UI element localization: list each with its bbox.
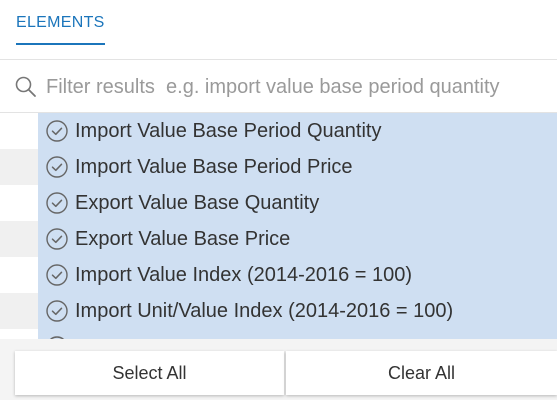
- row-gutter: [0, 257, 38, 293]
- search-icon: [15, 76, 36, 97]
- list-item: Import Value Base Period Quantity: [0, 113, 557, 149]
- check-circle-icon: [46, 228, 68, 250]
- list-item: Export Value Base Quantity: [0, 185, 557, 221]
- footer-actions: Select All Clear All: [0, 339, 557, 400]
- list-item-label: Import Value Index (2014-2016 = 100): [75, 264, 413, 286]
- list-item-selectable[interactable]: Import Value Base Period Price: [38, 149, 557, 185]
- check-circle-icon: [46, 192, 68, 214]
- list-item-selectable[interactable]: Export Value Base Quantity: [38, 185, 557, 221]
- list-item-label: Export Value Base Price: [75, 228, 291, 250]
- select-all-button[interactable]: Select All: [15, 351, 284, 395]
- check-circle-icon: [46, 264, 68, 286]
- tab-bar: ELEMENTS: [0, 0, 557, 60]
- list-item-label: Export Value Base Quantity: [75, 192, 320, 214]
- list-item-label: Import Value Base Period Quantity: [75, 120, 382, 142]
- elements-list: Import Value Base Period Quantity Import…: [0, 113, 557, 339]
- list-item: Import Unit/Value Index (2014-2016 = 100…: [0, 293, 557, 329]
- list-item-selectable[interactable]: [38, 329, 557, 339]
- list-item: Import Value Index (2014-2016 = 100): [0, 257, 557, 293]
- list-item: Import Value Base Period Price: [0, 149, 557, 185]
- row-gutter: [0, 293, 38, 329]
- clear-all-button[interactable]: Clear All: [286, 351, 557, 395]
- check-circle-icon: [46, 156, 68, 178]
- check-circle-icon: [49, 336, 65, 339]
- list-item-selectable[interactable]: Import Value Index (2014-2016 = 100): [38, 257, 557, 293]
- check-circle-icon: [46, 120, 68, 142]
- tab-elements[interactable]: ELEMENTS: [16, 12, 105, 45]
- list-item-partial: [0, 329, 557, 339]
- list-item-label: Import Unit/Value Index (2014-2016 = 100…: [75, 300, 454, 322]
- row-gutter: [0, 185, 38, 221]
- list-item-label: Import Value Base Period Price: [75, 156, 353, 178]
- filter-input[interactable]: [46, 72, 557, 102]
- list-item-selectable[interactable]: Export Value Base Price: [38, 221, 557, 257]
- check-circle-icon: [46, 300, 68, 322]
- row-gutter: [0, 329, 38, 339]
- row-gutter: [0, 113, 38, 149]
- row-gutter: [0, 149, 38, 185]
- list-item-selectable[interactable]: Import Unit/Value Index (2014-2016 = 100…: [38, 293, 557, 329]
- filter-bar: [0, 60, 557, 113]
- list-item: Export Value Base Price: [0, 221, 557, 257]
- row-gutter: [0, 221, 38, 257]
- list-item-selectable[interactable]: Import Value Base Period Quantity: [38, 113, 557, 149]
